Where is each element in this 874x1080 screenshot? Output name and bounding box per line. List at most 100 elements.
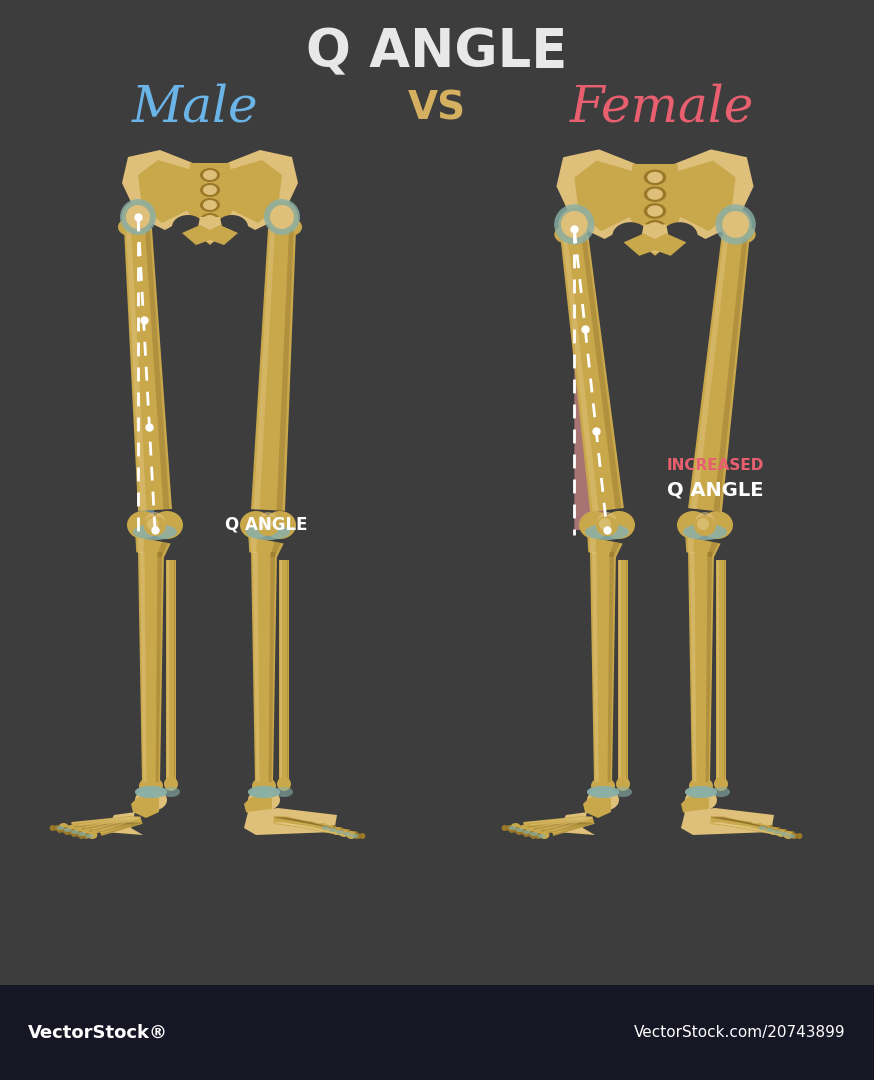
Polygon shape (126, 229, 147, 511)
Polygon shape (278, 816, 329, 832)
Polygon shape (587, 537, 622, 557)
Polygon shape (87, 822, 136, 832)
Polygon shape (281, 816, 336, 834)
Polygon shape (551, 816, 594, 836)
Polygon shape (279, 822, 329, 832)
Ellipse shape (135, 786, 167, 798)
Ellipse shape (579, 511, 611, 539)
Ellipse shape (122, 201, 154, 233)
Ellipse shape (761, 825, 770, 831)
Ellipse shape (258, 512, 278, 532)
Polygon shape (228, 160, 282, 222)
Polygon shape (581, 235, 621, 509)
Ellipse shape (701, 511, 733, 539)
Ellipse shape (126, 205, 150, 229)
Ellipse shape (68, 829, 76, 835)
Ellipse shape (554, 204, 594, 244)
Ellipse shape (57, 827, 63, 833)
Polygon shape (538, 822, 588, 832)
Ellipse shape (82, 833, 90, 839)
Ellipse shape (135, 786, 167, 798)
Ellipse shape (346, 831, 357, 839)
Polygon shape (196, 217, 224, 243)
Polygon shape (713, 816, 760, 825)
Ellipse shape (133, 524, 177, 540)
Ellipse shape (200, 213, 220, 227)
Ellipse shape (502, 825, 508, 831)
Ellipse shape (139, 777, 163, 795)
Polygon shape (156, 552, 162, 782)
Polygon shape (94, 822, 140, 834)
Ellipse shape (597, 512, 617, 532)
Ellipse shape (336, 831, 344, 834)
Polygon shape (626, 561, 628, 784)
Polygon shape (274, 816, 315, 824)
Ellipse shape (789, 831, 795, 837)
Polygon shape (268, 552, 275, 782)
Polygon shape (251, 537, 257, 554)
Ellipse shape (774, 827, 780, 833)
Ellipse shape (538, 834, 545, 838)
Polygon shape (244, 795, 272, 818)
Polygon shape (276, 822, 322, 829)
Polygon shape (590, 537, 596, 554)
Ellipse shape (714, 777, 728, 791)
Ellipse shape (59, 823, 68, 831)
Ellipse shape (57, 826, 65, 831)
Polygon shape (93, 816, 138, 829)
Ellipse shape (695, 512, 715, 532)
Polygon shape (280, 816, 329, 827)
Polygon shape (251, 228, 296, 511)
Ellipse shape (275, 787, 293, 797)
Polygon shape (131, 795, 159, 818)
Ellipse shape (352, 831, 358, 837)
Polygon shape (557, 808, 617, 835)
Ellipse shape (248, 789, 280, 811)
Ellipse shape (73, 827, 83, 835)
Ellipse shape (766, 828, 773, 832)
Ellipse shape (203, 215, 217, 225)
Ellipse shape (790, 833, 799, 839)
Polygon shape (72, 822, 131, 827)
Ellipse shape (203, 200, 217, 210)
Polygon shape (551, 816, 593, 832)
Ellipse shape (345, 829, 351, 835)
Ellipse shape (264, 511, 296, 539)
Polygon shape (274, 822, 315, 827)
Polygon shape (122, 150, 198, 230)
Ellipse shape (603, 511, 635, 539)
Polygon shape (253, 552, 260, 782)
Polygon shape (138, 552, 164, 782)
Ellipse shape (325, 825, 335, 833)
Polygon shape (138, 537, 144, 554)
Polygon shape (280, 561, 281, 784)
Ellipse shape (337, 827, 343, 833)
Polygon shape (140, 552, 147, 782)
Ellipse shape (200, 183, 220, 197)
Ellipse shape (80, 829, 90, 837)
Ellipse shape (246, 524, 290, 540)
Polygon shape (283, 816, 344, 836)
Polygon shape (724, 561, 725, 784)
Ellipse shape (725, 213, 746, 232)
Ellipse shape (359, 833, 365, 839)
Polygon shape (248, 537, 284, 557)
Ellipse shape (510, 823, 521, 831)
Ellipse shape (71, 831, 77, 837)
Ellipse shape (78, 832, 87, 836)
Polygon shape (138, 160, 192, 222)
Polygon shape (244, 808, 337, 835)
Polygon shape (531, 822, 586, 829)
Text: VectorStock.com/20743899: VectorStock.com/20743899 (635, 1026, 846, 1040)
Ellipse shape (120, 199, 156, 235)
Polygon shape (609, 542, 620, 557)
Ellipse shape (339, 829, 347, 835)
Polygon shape (182, 225, 238, 245)
Polygon shape (557, 149, 642, 239)
Polygon shape (619, 561, 621, 784)
Ellipse shape (79, 833, 85, 839)
Ellipse shape (272, 205, 292, 225)
Ellipse shape (118, 218, 142, 237)
Ellipse shape (644, 187, 666, 202)
Ellipse shape (527, 831, 535, 837)
